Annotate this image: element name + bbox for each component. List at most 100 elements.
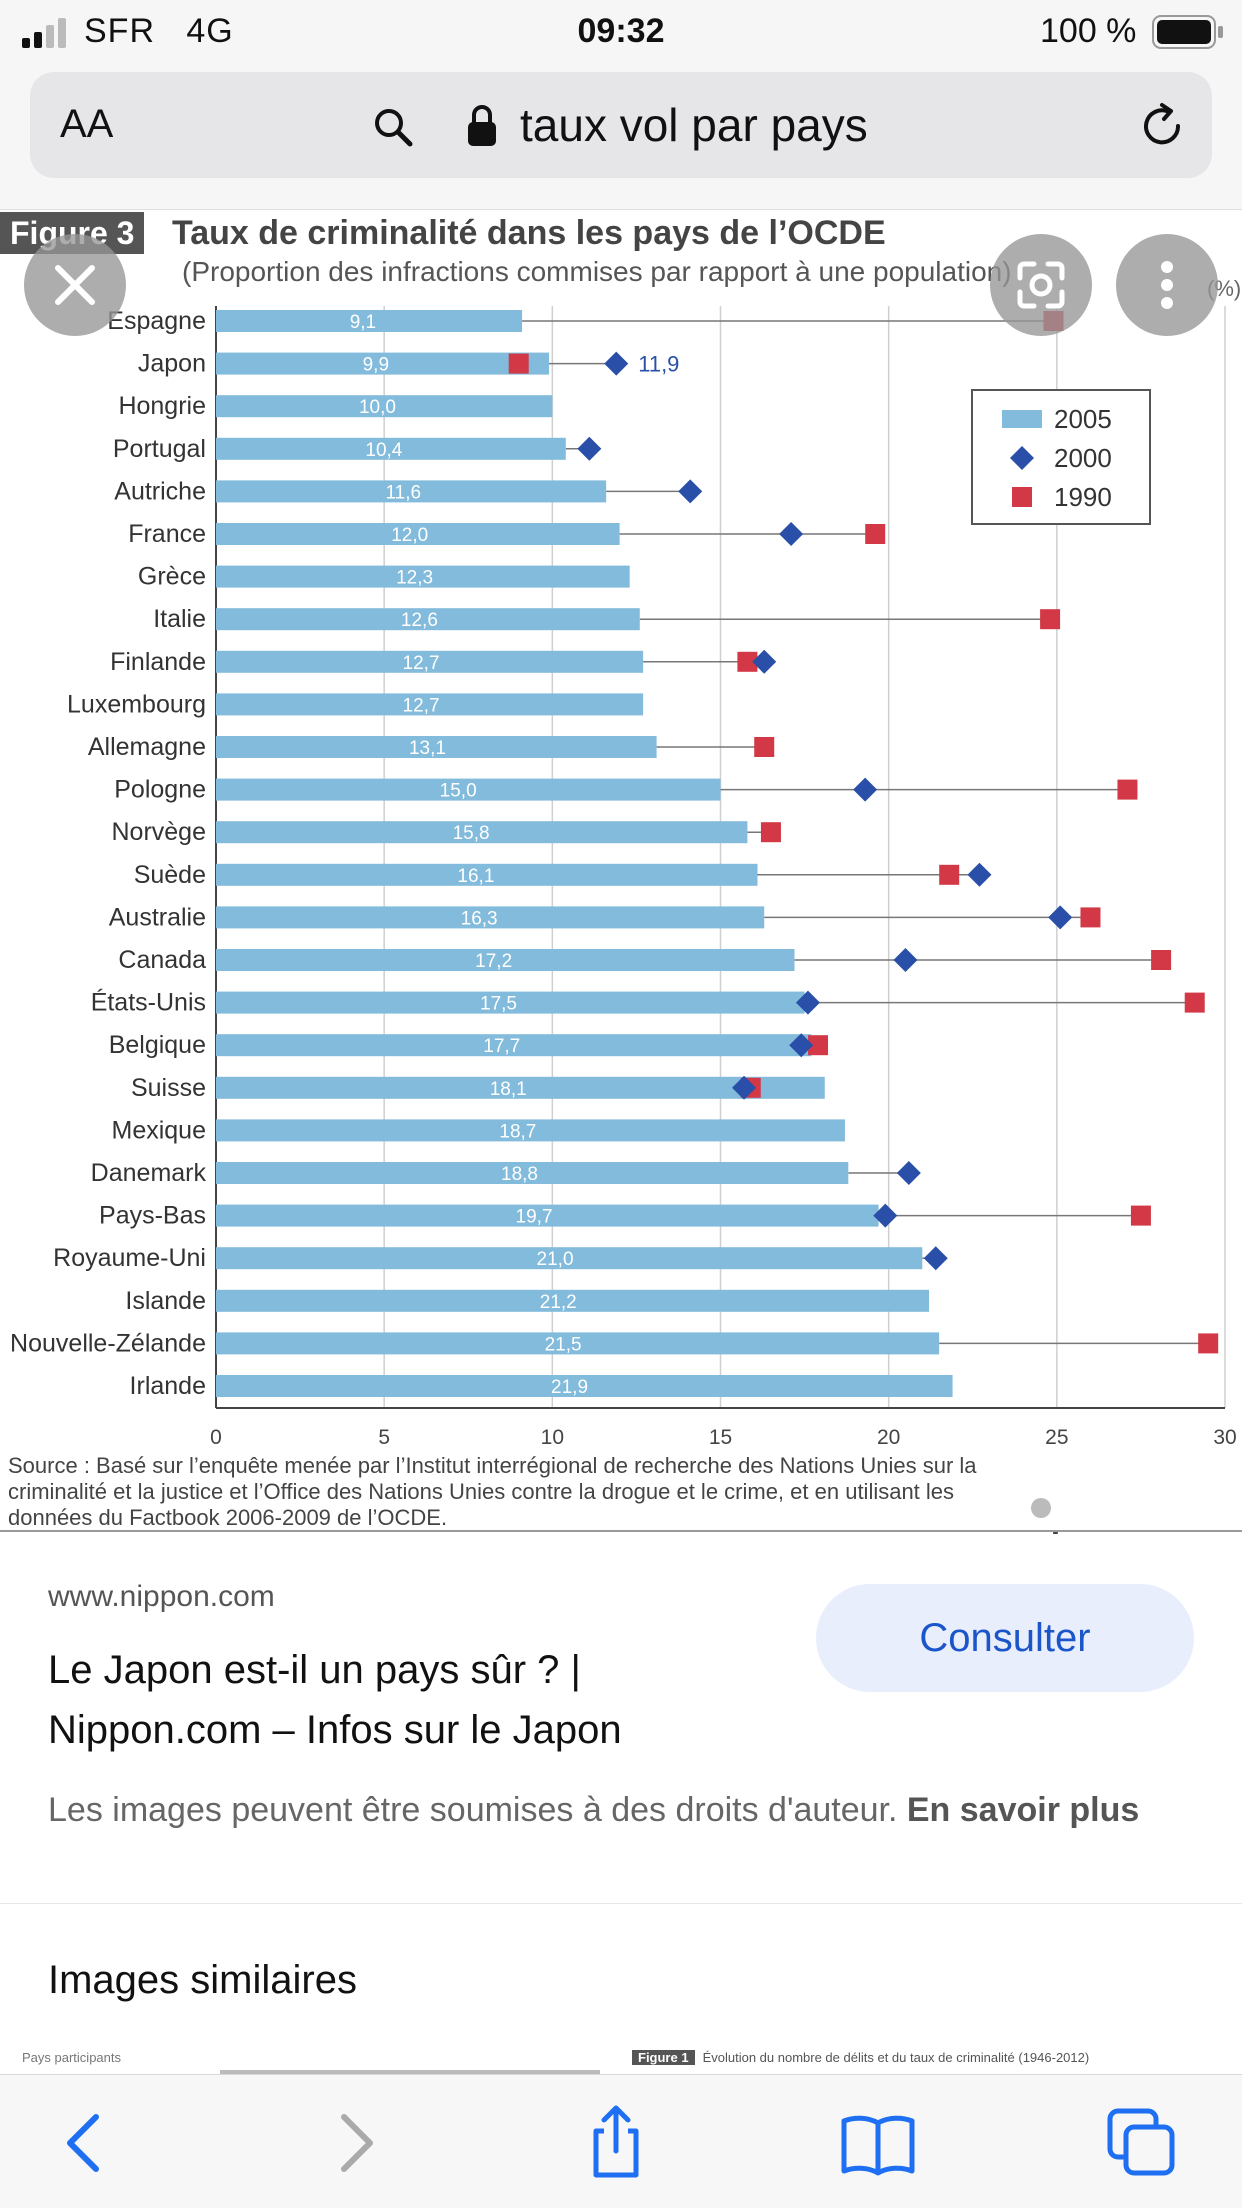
x-tick-label: 5 [378,1426,390,1449]
bar-value-label: 9,9 [363,355,389,376]
close-image-button[interactable] [24,234,126,336]
bar-2005 [216,736,657,758]
category-label: France [128,520,206,548]
bar-2005 [216,565,630,588]
marker-2000 [752,649,777,674]
similar-thumbnail[interactable]: Figure 1 Évolution du nombre de délits et… [632,2044,1242,2074]
back-icon[interactable] [46,2103,126,2183]
marker-1990 [1184,992,1205,1013]
tabs-icon[interactable] [1102,2103,1182,2183]
learn-more-link[interactable]: En savoir plus [906,1791,1140,1829]
marker-1990 [1080,907,1101,928]
bar-2005 [216,821,748,844]
category-label: Suède [134,861,206,889]
network-type: 4G [186,12,234,50]
figure-source: Source : Basé sur l’enquête menée par l’… [8,1453,977,1530]
bar-value-label: 17,5 [480,994,517,1015]
marker-2000 [893,948,918,972]
bar-value-label: 15,0 [440,781,477,802]
bar-value-label: 10,0 [359,397,396,418]
bar-2005 [216,1204,879,1227]
bar-value-label: 18,1 [490,1079,527,1100]
x-tick-label: 25 [1045,1426,1068,1449]
category-label: Islande [125,1287,206,1315]
category-label: Australie [109,903,206,931]
marker-1990 [1198,1333,1219,1354]
category-label: Belgique [109,1031,206,1059]
legend-swatch [1012,487,1032,507]
result-title[interactable]: Le Japon est-il un pays sûr ? | Nippon.c… [48,1648,622,1752]
bar-value-label: 18,8 [501,1164,538,1185]
category-label: Pays-Bas [99,1202,206,1230]
category-label: Suisse [131,1074,206,1102]
bar-2005 [216,1332,940,1355]
text-size-label: AA [60,102,114,146]
bar-2005 [216,650,644,673]
legend-swatch [1002,410,1042,428]
bar-value-label: 18,7 [499,1121,536,1142]
bar-2005 [216,1034,812,1057]
bar-value-label: 16,3 [461,908,498,929]
bar-value-label: 12,7 [403,695,440,716]
url-text[interactable]: taux vol par pays [520,99,868,151]
status-bar: SFR 4G 09:32 100 % [0,0,1242,64]
image-viewer[interactable]: Figure 3 Taux de criminalité dans les pa… [0,210,1242,1565]
bar-value-label: 17,2 [475,951,512,972]
category-label: Italie [153,605,206,633]
similar-thumbnail[interactable]: Pays participants [0,2044,610,2074]
bar-2005 [216,352,549,375]
visit-button[interactable]: Consulter [816,1584,1194,1692]
bar-2005 [216,1375,953,1397]
bar-value-label: 21,2 [540,1292,577,1313]
crime-rate-chart: 0 5 10 15 20 25 30 9,1 Espagne 9,9 Japon 10,0 Hongri… [10,306,1237,1449]
carrier-label: SFR 4G [84,12,234,51]
bar-2005 [216,395,553,418]
marker-1990 [1117,779,1138,800]
category-label: Hongrie [118,392,206,420]
marker-1990 [760,822,781,843]
forward-icon[interactable] [314,2103,394,2183]
more-icon [1161,261,1173,309]
result-site[interactable]: www.nippon.com [48,1580,275,1613]
bar-value-label: 11,6 [385,482,421,503]
marker-2000 [873,1203,898,1228]
bar-value-label: 21,0 [537,1249,574,1270]
legend-label: 1990 [1054,482,1112,512]
thumbnail-divider [220,2070,600,2074]
reload-icon[interactable] [1138,102,1186,150]
signal-icon [22,18,66,48]
search-icon [375,109,413,147]
marker-1990 [1040,609,1061,630]
bar-2005 [216,949,795,971]
bar-2005 [216,1076,825,1099]
marker-2000 [577,436,602,461]
marker-2000 [853,777,878,802]
category-label: Nouvelle-Zélande [10,1329,206,1357]
category-label: Espagne [107,307,206,335]
clock: 09:32 [577,12,665,50]
text-size-button[interactable]: AA [60,102,113,147]
figure-subtitle: (Proportion des infractions commises par… [182,256,1012,287]
marker-1990 [865,524,886,544]
marker-1990 [508,353,529,374]
bookmarks-icon[interactable] [838,2103,918,2183]
bar-value-label: 12,3 [396,568,433,589]
category-label: Mexique [112,1116,207,1144]
bar-value-label: 21,5 [545,1334,582,1355]
address-bar[interactable]: AA taux vol par pays [30,72,1212,178]
marker-1990 [1151,950,1172,970]
marker-2000 [1048,905,1073,930]
marker-2000 [967,862,992,887]
marker-1990 [808,1035,829,1056]
figure-title: Taux de criminalité dans les pays de l’O… [172,214,886,252]
copyright-note: Les images peuvent être soumises à des d… [48,1786,1208,1834]
more-options-button[interactable] [1116,234,1218,336]
marker-2000 [923,1246,948,1271]
share-icon[interactable] [576,2103,656,2183]
thumbnail-figure-tag: Figure 1 [632,2050,695,2065]
category-label: Pologne [114,776,206,804]
bar-2005 [216,991,805,1014]
lens-search-button[interactable] [990,234,1092,336]
bar-2005 [216,523,620,545]
category-label: Danemark [91,1159,207,1187]
